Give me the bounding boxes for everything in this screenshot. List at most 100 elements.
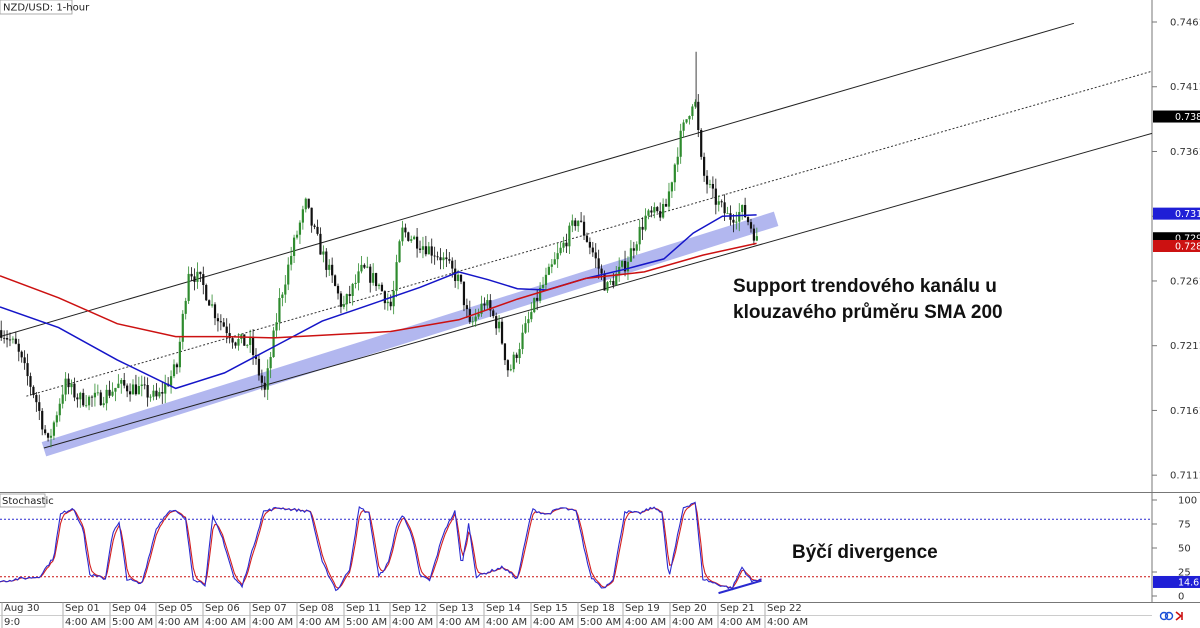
candle-body	[732, 219, 735, 223]
candle-body	[120, 380, 123, 384]
candle	[685, 119, 688, 124]
channel-middle-line	[26, 70, 1153, 397]
candle	[591, 241, 594, 257]
x-axis-date-label: Sep 06	[205, 603, 240, 614]
candle	[404, 223, 407, 238]
link-icon[interactable]	[1159, 611, 1174, 621]
candle	[313, 223, 316, 230]
candle	[436, 251, 439, 261]
candle	[495, 312, 498, 335]
x-axis-time-label: 4:00 AM	[439, 617, 480, 628]
candle	[187, 266, 190, 304]
candle-body	[374, 273, 378, 287]
candle	[243, 334, 246, 346]
candle	[249, 329, 252, 353]
candle-body	[126, 385, 129, 392]
x-axis-time-label: 4:00 AM	[65, 617, 106, 628]
candle-body	[246, 344, 249, 346]
candle	[650, 206, 653, 218]
candle	[216, 313, 220, 332]
candle-body	[454, 268, 457, 282]
candle-body	[401, 227, 404, 242]
candle-body	[395, 262, 398, 291]
candle	[292, 234, 296, 264]
candle-body	[3, 337, 6, 339]
candle	[336, 283, 340, 300]
candle-body	[105, 389, 108, 404]
candle-body	[389, 301, 392, 307]
candle	[222, 317, 225, 328]
candle-body	[439, 257, 442, 261]
candle	[594, 243, 597, 269]
candle-body	[603, 273, 606, 291]
candle-body	[536, 297, 539, 301]
candle	[164, 374, 167, 404]
candle-body	[336, 285, 340, 294]
x-axis-time-label: 4:00 AM	[205, 617, 246, 628]
candle-body	[164, 383, 167, 394]
candle-body	[392, 290, 395, 307]
candle-body	[495, 316, 498, 329]
candle	[269, 351, 272, 379]
candle-body	[574, 220, 577, 227]
candle	[158, 387, 161, 399]
candle-body	[307, 198, 310, 208]
candle	[208, 299, 211, 306]
candle	[263, 376, 266, 398]
candle-body	[662, 203, 665, 218]
candle	[49, 428, 53, 448]
stochastic-badge: 14.61	[1153, 575, 1200, 588]
candle	[691, 104, 694, 120]
candle-body	[333, 275, 337, 286]
candle	[506, 359, 509, 377]
candle	[735, 211, 738, 230]
candle	[480, 295, 483, 317]
candle-body	[313, 225, 316, 227]
candle-body	[415, 236, 419, 249]
candle-body	[231, 338, 234, 343]
candle	[459, 274, 463, 285]
candle	[90, 395, 94, 407]
candle	[585, 232, 589, 243]
candle-body	[243, 334, 246, 346]
candle	[550, 259, 553, 274]
candle-body	[14, 338, 17, 344]
candle	[76, 393, 79, 408]
candle-body	[187, 273, 190, 301]
candle	[497, 315, 501, 333]
price-badge-label: 0.7288	[1175, 242, 1200, 253]
candle	[155, 383, 158, 400]
candle-body	[11, 338, 15, 340]
candle	[415, 228, 419, 258]
candle	[134, 374, 138, 396]
candle-body	[521, 332, 524, 350]
candle	[656, 206, 659, 213]
candle	[219, 314, 222, 331]
candle-body	[445, 257, 448, 260]
candle-body	[609, 280, 612, 283]
candle	[401, 220, 404, 246]
candle	[105, 384, 108, 411]
candle-body	[137, 386, 140, 395]
candle	[52, 420, 56, 440]
stochastic-axis-tick-label: 75	[1178, 520, 1191, 531]
candle	[67, 373, 70, 395]
candle	[372, 263, 375, 286]
candle-body	[647, 210, 650, 216]
candle-body	[380, 284, 384, 292]
candle-body	[421, 246, 425, 250]
candle-body	[8, 339, 12, 341]
candle	[711, 176, 715, 199]
candle-body	[354, 282, 357, 284]
candle	[237, 333, 240, 351]
next-arrow-icon[interactable]	[1175, 611, 1183, 621]
candle	[638, 219, 641, 251]
candle-body	[372, 273, 375, 283]
candle	[11, 336, 15, 344]
candle	[670, 181, 673, 198]
candle-body	[711, 183, 715, 189]
candle-body	[143, 384, 146, 386]
candle-body	[351, 283, 354, 297]
candle	[462, 281, 466, 312]
candle	[676, 147, 679, 173]
